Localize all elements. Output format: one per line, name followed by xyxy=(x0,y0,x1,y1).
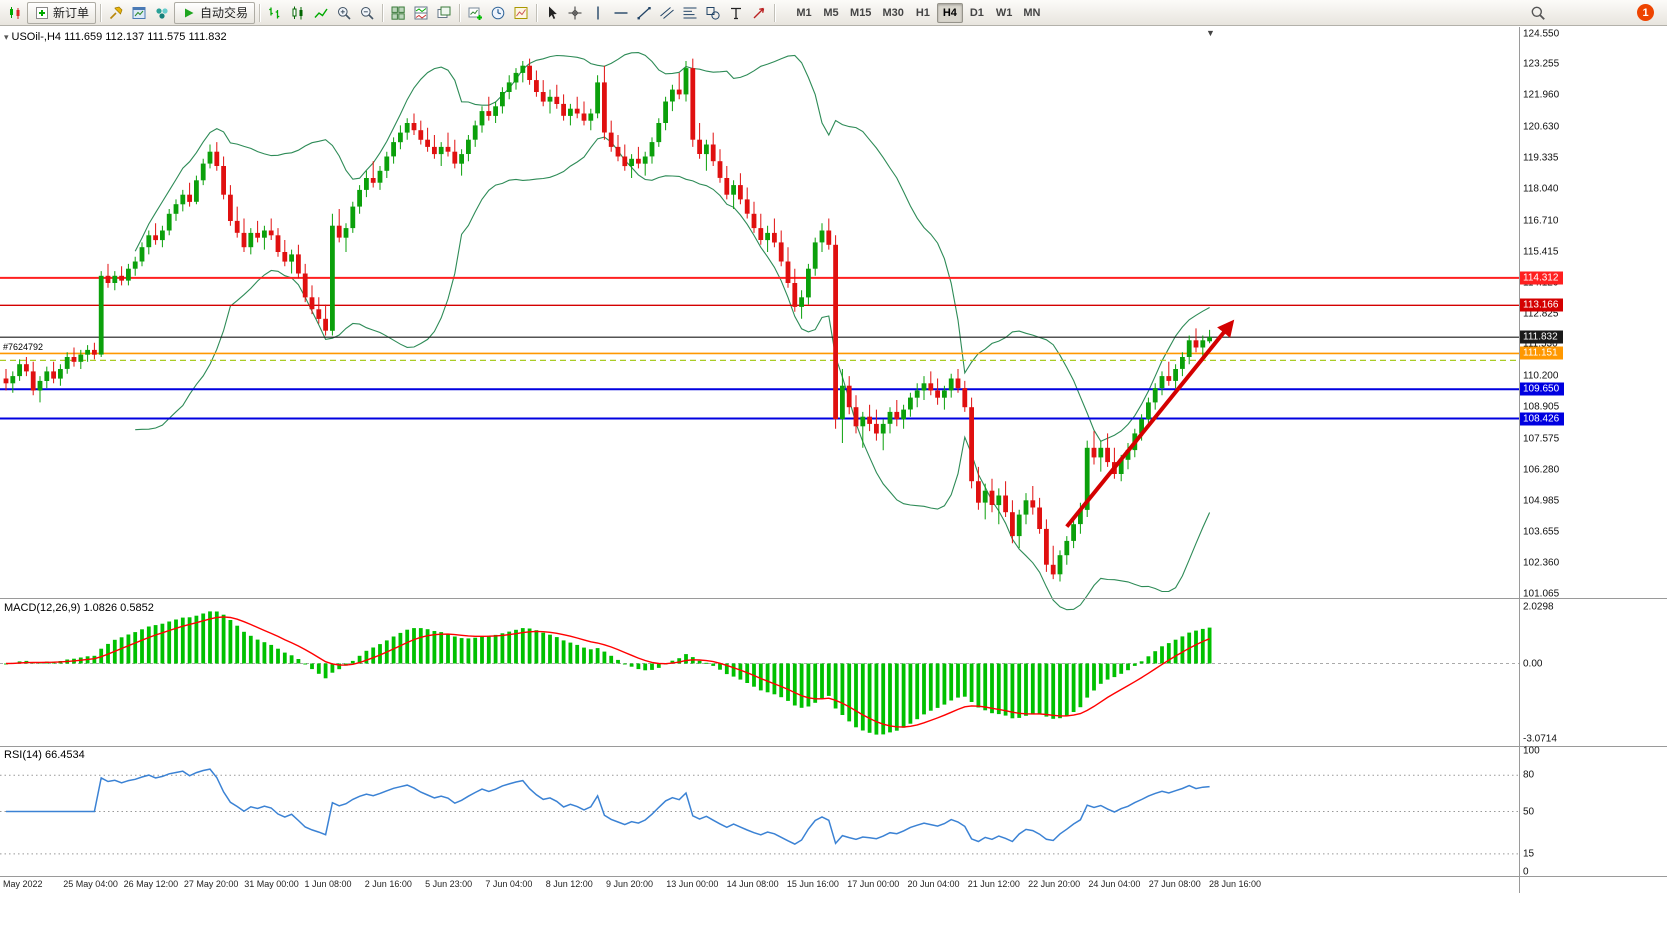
toolbar-separator xyxy=(536,3,538,22)
trendline-icon[interactable] xyxy=(633,2,655,24)
rsi-panel[interactable] xyxy=(0,747,1519,876)
new-order-button[interactable]: 新订单 xyxy=(27,1,97,24)
timeframe-M30[interactable]: M30 xyxy=(882,6,904,19)
ohlc-bars-icon[interactable] xyxy=(264,2,286,24)
panel-divider[interactable] xyxy=(0,876,1667,877)
candle-chart-icon[interactable] xyxy=(287,2,309,24)
auto-trading-label: 自动交易 xyxy=(200,6,249,20)
timeframe-group: M1 M5 M15 M30 H1 H4 D1 W1 MN xyxy=(791,2,1045,23)
play-icon xyxy=(181,5,197,21)
template-icon[interactable] xyxy=(510,2,532,24)
timeframe-M1[interactable]: M1 xyxy=(796,6,812,19)
macd-label: MACD(12,26,9) 1.0826 0.5852 xyxy=(4,602,154,614)
zoom-out-icon[interactable] xyxy=(356,2,378,24)
indicator-window-icon[interactable] xyxy=(410,2,432,24)
arrow-icon[interactable] xyxy=(748,2,770,24)
chart-window-icon[interactable] xyxy=(128,2,150,24)
horizontal-line-icon[interactable] xyxy=(610,2,632,24)
timeframe-M15[interactable]: M15 xyxy=(850,6,872,19)
toolbar-separator xyxy=(382,3,384,22)
timeframe-W1[interactable]: W1 xyxy=(995,6,1013,19)
timeframe-D1[interactable]: D1 xyxy=(969,6,984,19)
main-toolbar: 新订单 自动交易 M1 M5 M15 M30 H1 H4 D1 W1 MN 1 xyxy=(0,0,1667,26)
vertical-line-icon[interactable] xyxy=(587,2,609,24)
zoom-group xyxy=(333,2,378,24)
timeframe-M5[interactable]: M5 xyxy=(823,6,839,19)
main-chart-plot[interactable] xyxy=(0,27,1519,598)
window-group xyxy=(387,2,455,24)
price-axis[interactable] xyxy=(1519,27,1667,876)
chart-shift-marker[interactable]: ▼ xyxy=(1206,28,1215,38)
crosshair-icon[interactable] xyxy=(564,2,586,24)
timeframe-H4[interactable]: H4 xyxy=(936,2,963,23)
notification-badge[interactable]: 1 xyxy=(1637,4,1654,21)
position-ticket-label: #7624792 xyxy=(3,342,44,353)
fibonacci-icon[interactable] xyxy=(679,2,701,24)
text-icon[interactable] xyxy=(725,2,747,24)
objects-window-icon[interactable] xyxy=(433,2,455,24)
panel-divider[interactable] xyxy=(0,598,1667,599)
order-icon xyxy=(34,5,50,21)
axis-separator xyxy=(1519,27,1520,893)
toolbar-separator xyxy=(100,3,102,22)
channel-icon[interactable] xyxy=(656,2,678,24)
insert-group xyxy=(464,2,532,24)
macd-panel[interactable] xyxy=(0,599,1519,746)
rsi-label: RSI(14) 66.4534 xyxy=(4,749,85,761)
timeframe-MN[interactable]: MN xyxy=(1023,6,1041,19)
cursor-icon[interactable] xyxy=(541,2,563,24)
line-chart-icon[interactable] xyxy=(310,2,332,24)
shapes-icon[interactable] xyxy=(702,2,724,24)
toolbar-separator xyxy=(774,3,776,22)
search-icon[interactable] xyxy=(1527,2,1549,24)
toolbar-separator xyxy=(459,3,461,22)
time-axis[interactable] xyxy=(0,877,1519,893)
chart-type-group xyxy=(264,2,332,24)
panel-divider[interactable] xyxy=(0,746,1667,747)
candlestick-icon xyxy=(4,2,26,24)
chevron-down-icon: ▾ xyxy=(4,32,9,42)
period-icon[interactable] xyxy=(487,2,509,24)
quick-access-group xyxy=(105,2,173,24)
hammer-icon[interactable] xyxy=(105,2,127,24)
new-chart-icon[interactable] xyxy=(464,2,486,24)
chart-title: ▾ USOil-,H4 111.659 112.137 111.575 111.8… xyxy=(4,31,227,43)
profiles-icon[interactable] xyxy=(151,2,173,24)
zoom-in-icon[interactable] xyxy=(333,2,355,24)
new-order-label: 新订单 xyxy=(53,6,90,20)
timeframe-H1[interactable]: H1 xyxy=(915,6,930,19)
toolbar-separator xyxy=(259,3,261,22)
tile-windows-icon[interactable] xyxy=(387,2,409,24)
drawing-tools-group xyxy=(541,2,770,24)
auto-trading-button[interactable]: 自动交易 xyxy=(174,1,256,24)
